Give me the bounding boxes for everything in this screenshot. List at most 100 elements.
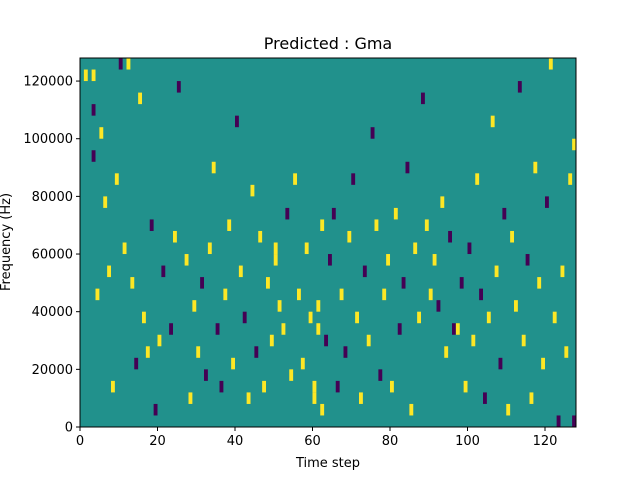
x-tick-label: 100	[455, 434, 480, 449]
y-tick-label: 120000	[23, 75, 73, 90]
heatmap-cell	[424, 219, 429, 231]
heatmap-cell	[401, 277, 406, 289]
heatmap-cell	[417, 311, 422, 324]
heatmap-cell	[552, 311, 557, 324]
heatmap-cell	[324, 334, 329, 347]
heatmap-cell	[335, 380, 340, 393]
heatmap-cell	[238, 265, 243, 278]
heatmap-cell	[556, 415, 561, 427]
y-tick-label: 20000	[32, 363, 73, 378]
heatmap-cell	[316, 323, 321, 335]
y-tick-label: 60000	[32, 248, 73, 263]
heatmap-cell	[355, 311, 360, 324]
heatmap-cell	[572, 138, 577, 151]
x-tick-label: 40	[227, 434, 244, 449]
heatmap-cell	[560, 265, 565, 278]
y-axis: 0 20000 40000 60000 80000 100000 120000	[23, 75, 80, 436]
heatmap-cell	[211, 161, 216, 174]
heatmap-cell	[490, 115, 495, 128]
heatmap-cell	[351, 173, 356, 185]
heatmap-cell	[308, 311, 313, 324]
heatmap-cell	[111, 380, 115, 393]
heatmap-cell	[548, 58, 553, 70]
heatmap-cell	[196, 346, 201, 358]
heatmap-cell	[467, 242, 472, 255]
heatmap-cell	[343, 346, 348, 358]
heatmap-cell	[545, 196, 549, 208]
heatmap-cell	[502, 207, 507, 220]
heatmap-cell	[122, 242, 127, 255]
heatmap-cell	[397, 323, 402, 335]
heatmap-cell	[374, 219, 379, 231]
x-tick-label: 120	[533, 434, 558, 449]
heatmap-cell	[378, 369, 383, 381]
heatmap-cell	[176, 81, 181, 93]
heatmap-cell	[382, 288, 387, 301]
heatmap-cell	[564, 346, 569, 358]
heatmap-cell	[227, 219, 232, 231]
x-tick-label: 20	[149, 434, 166, 449]
heatmap-cell	[269, 334, 274, 347]
heatmap-cell	[444, 346, 449, 358]
heatmap-cell	[339, 288, 344, 301]
heatmap-cell	[219, 380, 224, 393]
heatmap-cell	[99, 127, 104, 139]
heatmap-cell	[235, 115, 239, 128]
heatmap-cell	[250, 184, 255, 197]
heatmap-cell	[517, 81, 522, 93]
heatmap-cell	[254, 346, 259, 358]
heatmap-cell	[529, 392, 534, 404]
heatmap-cell	[436, 300, 441, 312]
x-axis-label: Time step	[295, 456, 360, 471]
heatmap-cell	[207, 242, 212, 255]
heatmap-cell	[231, 357, 236, 370]
heatmap-cell	[266, 277, 270, 289]
heatmap-cell	[83, 69, 88, 82]
heatmap-cell	[192, 300, 197, 312]
heatmap-cell	[463, 380, 468, 393]
heatmap-cell	[494, 265, 499, 278]
heatmap-cell	[537, 277, 542, 289]
heatmap-cell	[533, 161, 538, 174]
x-axis: 0 20 40 60 80 100 120	[76, 427, 558, 449]
heatmap-cell	[432, 254, 437, 266]
heatmap-cell	[393, 207, 398, 220]
heatmap-cell	[568, 173, 573, 185]
heatmap-cell	[510, 230, 515, 243]
heatmap-cell	[475, 173, 480, 185]
heatmap-cell	[479, 288, 484, 301]
heatmap-cell	[242, 311, 247, 324]
heatmap-cell	[91, 150, 96, 162]
heatmap-cell	[281, 323, 286, 335]
plot-frame	[79, 57, 577, 428]
heatmap-cell	[452, 323, 456, 335]
heatmap-cell	[459, 277, 464, 289]
plot-background	[80, 58, 576, 427]
heatmap-cell	[506, 403, 511, 416]
heatmap-cell	[285, 207, 290, 220]
heatmap-cell	[134, 357, 139, 370]
y-tick-label: 100000	[23, 132, 73, 147]
heatmap-cell	[455, 323, 460, 335]
x-tick-label: 60	[304, 434, 321, 449]
heatmap-cell	[304, 242, 309, 255]
heatmap-cell	[320, 403, 325, 416]
heatmap-cell	[258, 230, 263, 243]
heatmap-cell	[483, 392, 487, 404]
heatmap-cell	[169, 323, 174, 335]
heatmap-cell	[514, 300, 518, 312]
heatmap-cell	[204, 369, 208, 381]
heatmap-cell	[95, 288, 100, 301]
heatmap-cell	[262, 380, 267, 393]
heatmap-cell	[525, 254, 530, 266]
heatmap-cell	[126, 58, 131, 70]
heatmap-cell	[215, 323, 220, 335]
heatmap-cell	[312, 392, 317, 404]
heatmap-cell	[300, 357, 305, 370]
y-tick-label: 80000	[32, 190, 73, 205]
heatmap-cell	[366, 334, 371, 347]
heatmap-cell	[184, 254, 189, 266]
heatmap-cell	[200, 277, 205, 289]
heatmap-cell	[370, 127, 375, 139]
heatmap-cell	[316, 300, 321, 312]
